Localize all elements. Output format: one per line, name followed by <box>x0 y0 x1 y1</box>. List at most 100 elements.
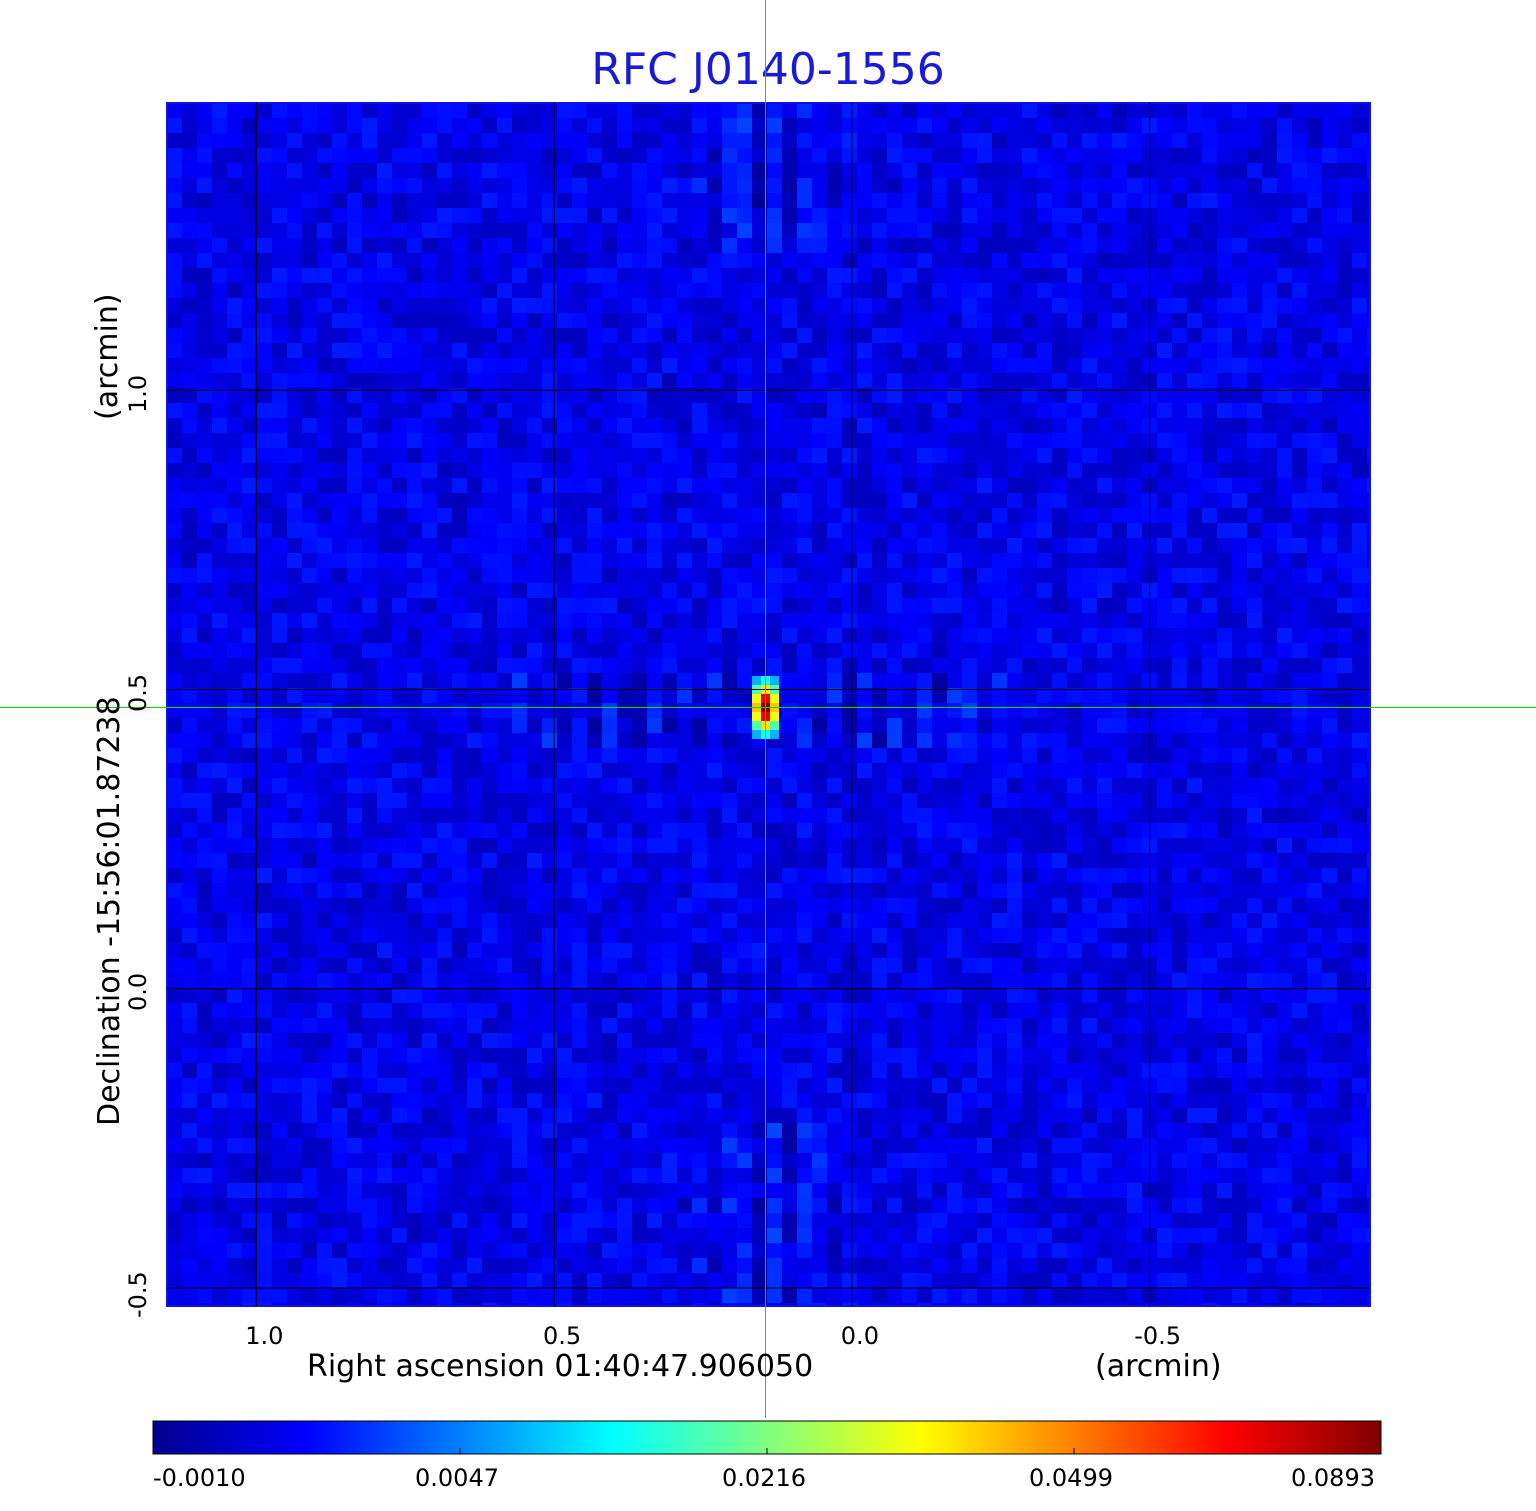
image-pixel <box>1202 733 1217 748</box>
image-pixel <box>812 508 827 523</box>
image-pixel <box>1277 313 1292 328</box>
image-pixel <box>557 988 572 1003</box>
image-pixel <box>1097 703 1112 718</box>
image-pixel <box>692 898 707 913</box>
image-pixel <box>512 268 527 283</box>
image-pixel <box>917 958 932 973</box>
image-pixel <box>767 388 782 403</box>
image-pixel <box>722 133 737 148</box>
image-pixel <box>347 703 362 718</box>
image-pixel <box>962 163 977 178</box>
image-pixel <box>917 928 932 943</box>
image-pixel <box>902 343 917 358</box>
image-pixel <box>1082 1003 1097 1018</box>
image-pixel <box>227 238 242 253</box>
image-pixel <box>242 973 257 988</box>
image-pixel <box>932 238 947 253</box>
image-pixel <box>437 763 452 778</box>
image-pixel <box>167 448 182 463</box>
image-pixel <box>1187 613 1202 628</box>
image-pixel <box>287 358 302 373</box>
image-pixel <box>977 958 992 973</box>
image-pixel <box>962 103 977 118</box>
image-pixel <box>872 133 887 148</box>
image-pixel <box>932 328 947 343</box>
image-pixel <box>842 478 857 493</box>
image-pixel <box>1262 643 1277 658</box>
image-pixel <box>392 808 407 823</box>
image-pixel <box>1067 208 1082 223</box>
image-pixel <box>917 343 932 358</box>
image-pixel <box>1127 373 1142 388</box>
image-pixel <box>887 268 902 283</box>
image-pixel <box>977 808 992 823</box>
image-pixel <box>587 463 602 478</box>
image-pixel <box>827 823 842 838</box>
image-pixel <box>182 868 197 883</box>
image-pixel <box>1112 988 1127 1003</box>
image-pixel <box>182 148 197 163</box>
image-pixel <box>797 553 812 568</box>
image-pixel <box>452 283 467 298</box>
image-pixel <box>1307 538 1322 553</box>
image-pixel <box>707 628 722 643</box>
image-pixel <box>1307 808 1322 823</box>
image-pixel <box>1217 478 1232 493</box>
image-pixel <box>767 943 782 958</box>
image-pixel <box>362 133 377 148</box>
image-pixel <box>857 913 872 928</box>
image-pixel <box>842 103 857 118</box>
image-pixel <box>1367 943 1370 958</box>
image-pixel <box>212 148 227 163</box>
image-pixel <box>242 493 257 508</box>
image-pixel <box>287 553 302 568</box>
image-pixel <box>227 808 242 823</box>
image-pixel <box>857 898 872 913</box>
image-pixel <box>1127 643 1142 658</box>
image-pixel <box>722 568 737 583</box>
image-pixel <box>752 1003 767 1018</box>
image-pixel <box>1097 673 1112 688</box>
image-pixel <box>1202 373 1217 388</box>
image-pixel <box>842 523 857 538</box>
image-pixel <box>992 1003 1007 1018</box>
image-pixel <box>722 763 737 778</box>
image-pixel <box>272 853 287 868</box>
image-pixel <box>167 163 182 178</box>
image-pixel <box>662 1018 677 1033</box>
image-pixel <box>767 748 782 763</box>
image-pixel <box>842 823 857 838</box>
image-pixel <box>887 808 902 823</box>
image-pixel <box>1202 568 1217 583</box>
image-pixel <box>1037 868 1052 883</box>
image-pixel <box>677 763 692 778</box>
image-pixel <box>347 223 362 238</box>
image-pixel <box>332 688 347 703</box>
image-pixel <box>947 298 962 313</box>
image-pixel <box>767 358 782 373</box>
image-pixel <box>647 853 662 868</box>
image-pixel <box>722 268 737 283</box>
image-pixel <box>662 448 677 463</box>
image-pixel <box>1187 658 1202 673</box>
image-pixel <box>1052 793 1067 808</box>
image-pixel <box>1067 928 1082 943</box>
image-pixel <box>752 928 767 943</box>
image-pixel <box>632 733 647 748</box>
image-pixel <box>1052 133 1067 148</box>
image-pixel <box>392 718 407 733</box>
image-pixel <box>1322 208 1337 223</box>
image-pixel <box>1322 463 1337 478</box>
image-pixel <box>1172 1003 1187 1018</box>
image-pixel <box>377 598 392 613</box>
image-pixel <box>827 658 842 673</box>
image-pixel <box>377 898 392 913</box>
image-pixel <box>317 928 332 943</box>
image-pixel <box>362 313 377 328</box>
image-pixel <box>962 778 977 793</box>
image-pixel <box>722 898 737 913</box>
image-pixel <box>707 448 722 463</box>
image-pixel <box>407 598 422 613</box>
image-pixel <box>377 103 392 118</box>
image-pixel <box>812 793 827 808</box>
